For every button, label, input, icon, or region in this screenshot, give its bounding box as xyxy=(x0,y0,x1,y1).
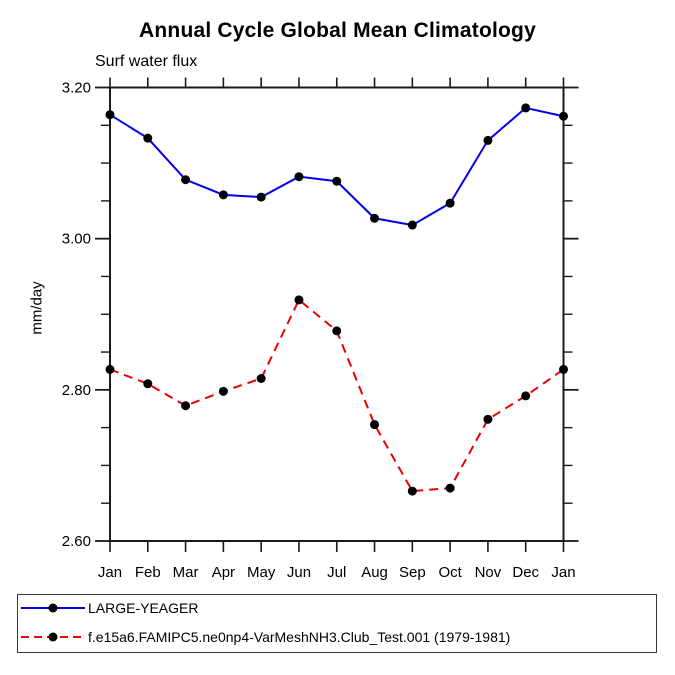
data-point-marker xyxy=(521,103,531,113)
data-point-marker xyxy=(407,486,417,496)
y-tick-label: 3.00 xyxy=(62,231,91,248)
month-tick-label: Mar xyxy=(173,564,199,581)
data-point-marker xyxy=(445,483,455,493)
data-point-marker xyxy=(332,176,342,186)
month-tick-label: Apr xyxy=(212,564,235,581)
legend-row-large-yeager: LARGE-YEAGER xyxy=(18,600,654,616)
data-point-marker xyxy=(332,326,342,336)
month-tick-label: Oct xyxy=(438,564,462,581)
month-tick-label: Feb xyxy=(135,564,161,581)
data-point-marker xyxy=(370,213,380,223)
series-line-0 xyxy=(109,106,564,227)
data-point-marker xyxy=(105,364,115,374)
data-point-marker xyxy=(445,198,455,208)
month-tick-label: Dec xyxy=(512,564,539,581)
data-point-marker xyxy=(483,414,493,424)
data-point-marker xyxy=(559,111,568,121)
data-point-marker xyxy=(294,295,304,305)
data-point-marker xyxy=(181,401,191,411)
data-point-marker xyxy=(105,110,115,120)
data-point-marker xyxy=(370,420,380,430)
month-tick-label: Sep xyxy=(399,564,426,581)
data-point-marker xyxy=(143,379,153,389)
data-point-marker xyxy=(294,172,304,182)
y-tick-label: 2.60 xyxy=(62,533,91,550)
data-point-marker xyxy=(218,190,228,200)
data-point-marker xyxy=(483,135,493,145)
month-tick-label: Jun xyxy=(287,564,311,581)
data-point-marker xyxy=(218,386,228,396)
legend-line-sample-dashed xyxy=(21,632,85,642)
data-point-marker xyxy=(407,220,417,230)
data-point-marker xyxy=(256,192,266,202)
legend-row-test-case: f.e15a6.FAMIPC5.ne0np4-VarMeshNH3.Club_T… xyxy=(18,629,654,645)
legend-label: LARGE-YEAGER xyxy=(88,600,199,616)
month-tick-label: Nov xyxy=(475,564,502,581)
y-tick-label: 3.20 xyxy=(62,80,91,97)
data-point-marker xyxy=(256,373,266,383)
data-point-marker xyxy=(521,391,531,401)
month-tick-label: Jul xyxy=(327,564,346,581)
plot-frame xyxy=(109,86,565,542)
month-tick-label: Aug xyxy=(361,564,388,581)
legend-line-sample-solid xyxy=(21,603,85,613)
month-tick-label: May xyxy=(247,564,276,581)
legend: LARGE-YEAGER f.e15a6.FAMIPC5.ne0np4-VarM… xyxy=(17,594,657,653)
chart-subtitle: Surf water flux xyxy=(95,53,198,70)
data-point-marker xyxy=(181,175,191,185)
data-point-marker xyxy=(143,133,153,143)
month-tick-label: Jan xyxy=(98,564,122,581)
legend-sample-marker xyxy=(48,603,58,613)
data-point-marker xyxy=(559,364,568,374)
month-tick-label: Jan xyxy=(551,564,575,581)
y-tick-label: 2.80 xyxy=(62,382,91,399)
legend-label: f.e15a6.FAMIPC5.ne0np4-VarMeshNH3.Club_T… xyxy=(88,629,511,645)
chart-title: Annual Cycle Global Mean Climatology xyxy=(139,19,536,42)
legend-sample-marker xyxy=(48,632,58,642)
